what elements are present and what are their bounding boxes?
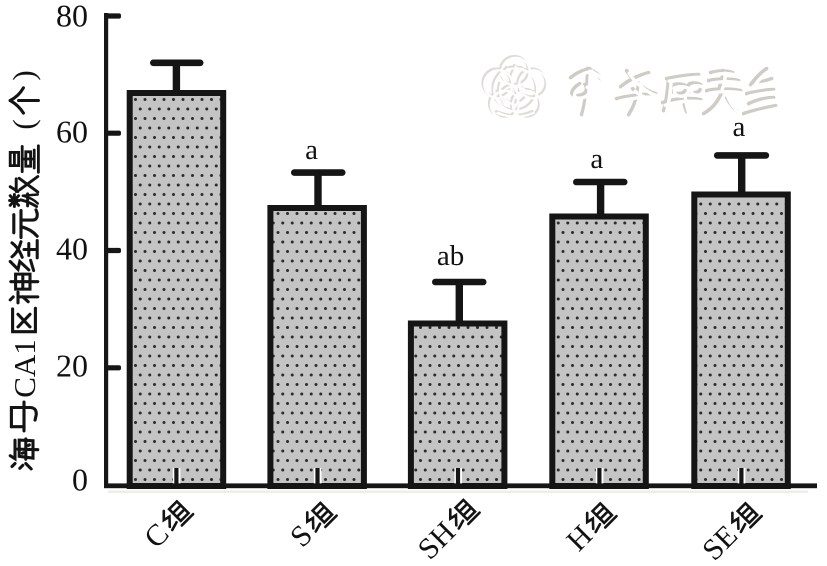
svg-text:60: 60 — [56, 114, 88, 150]
svg-text:): ) — [6, 70, 41, 80]
svg-text:80: 80 — [56, 0, 88, 34]
svg-text:(: ( — [6, 119, 41, 129]
svg-text:40: 40 — [56, 231, 88, 267]
svg-text:a: a — [732, 111, 745, 143]
svg-text:CA1: CA1 — [7, 339, 42, 398]
svg-text:0: 0 — [72, 462, 88, 498]
svg-text:SE: SE — [696, 519, 744, 566]
svg-text:a: a — [305, 134, 318, 166]
svg-text:ab: ab — [437, 240, 464, 272]
svg-text:20: 20 — [56, 348, 88, 384]
svg-text:SH: SH — [411, 515, 461, 565]
svg-text:a: a — [590, 143, 603, 175]
